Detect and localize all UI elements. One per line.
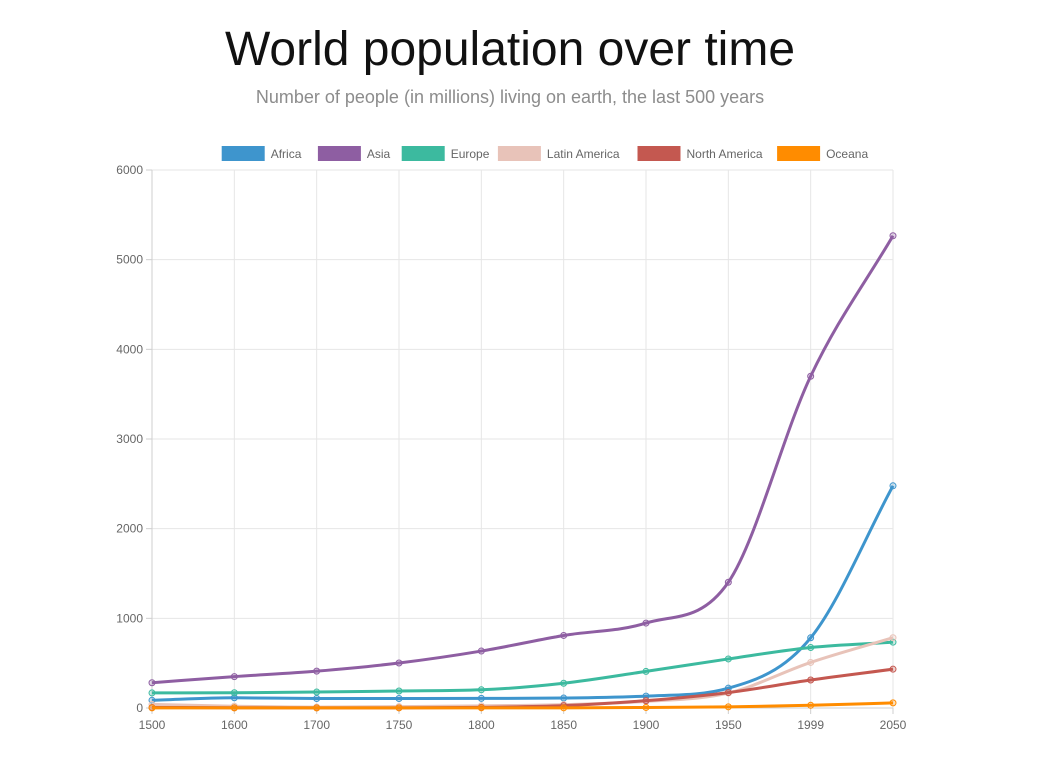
x-tick-label: 1750	[386, 718, 413, 732]
legend-swatch	[317, 146, 361, 161]
data-point-asia[interactable]	[642, 619, 650, 627]
data-point-africa[interactable]	[230, 694, 238, 702]
data-point-oceana[interactable]	[724, 703, 732, 711]
x-tick-label: 1999	[797, 718, 824, 732]
legend-item-north-america[interactable]: North America	[637, 146, 763, 161]
data-point-latin-america[interactable]	[807, 658, 815, 666]
y-tick-label: 0	[136, 701, 143, 715]
legend-swatch	[221, 146, 265, 161]
legend-label: Latin America	[547, 147, 620, 161]
data-point-asia[interactable]	[230, 673, 238, 681]
y-tick-label: 4000	[116, 342, 143, 356]
data-point-europe[interactable]	[313, 688, 321, 696]
data-point-asia[interactable]	[477, 647, 485, 655]
x-tick-label: 1850	[550, 718, 577, 732]
data-point-africa[interactable]	[807, 634, 815, 642]
data-point-latin-america[interactable]	[889, 634, 897, 642]
series-africa	[148, 482, 897, 704]
series-europe	[148, 638, 897, 697]
data-point-north-america[interactable]	[724, 689, 732, 697]
legend-swatch	[497, 146, 541, 161]
legend-label: Asia	[367, 147, 391, 161]
data-point-oceana[interactable]	[148, 704, 156, 712]
legend-swatch	[637, 146, 681, 161]
data-point-oceana[interactable]	[807, 701, 815, 709]
data-point-asia[interactable]	[889, 232, 897, 240]
data-point-oceana[interactable]	[889, 699, 897, 707]
series-asia	[148, 232, 897, 687]
data-point-oceana[interactable]	[477, 704, 485, 712]
legend-swatch	[777, 146, 821, 161]
data-point-africa[interactable]	[313, 694, 321, 702]
data-point-asia[interactable]	[724, 578, 732, 586]
chart-title: World population over time	[224, 23, 796, 76]
data-point-oceana[interactable]	[395, 704, 403, 712]
series-line-asia	[151, 234, 895, 685]
chart-subtitle: Number of people (in millions) living on…	[255, 87, 765, 107]
legend-label: Europe	[451, 147, 490, 161]
data-point-africa[interactable]	[560, 694, 568, 702]
grid	[151, 169, 894, 709]
data-point-europe[interactable]	[477, 686, 485, 694]
series-line-europe	[151, 640, 894, 695]
x-tick-label: 1700	[303, 718, 330, 732]
series-layer	[148, 232, 897, 712]
data-point-europe[interactable]	[807, 643, 815, 651]
legend[interactable]: Africa Asia Europe Latin America North Ameri…	[221, 146, 869, 161]
legend-label: North America	[687, 147, 763, 161]
data-point-europe[interactable]	[230, 689, 238, 697]
x-tick-label: 1950	[715, 718, 742, 732]
y-tick-label: 2000	[116, 522, 143, 536]
data-point-europe[interactable]	[724, 655, 732, 663]
y-tick-label: 1000	[116, 611, 143, 625]
y-tick-label: 3000	[116, 432, 143, 446]
data-point-asia[interactable]	[807, 372, 815, 380]
axes: 0 1000 2000 3000 4000 5000 6000 1500 1600 1700 175…	[116, 163, 906, 732]
data-point-africa[interactable]	[477, 694, 485, 702]
x-tick-label: 1900	[633, 718, 660, 732]
data-point-africa[interactable]	[889, 482, 897, 490]
data-point-europe[interactable]	[560, 679, 568, 687]
data-point-asia[interactable]	[313, 667, 321, 675]
legend-swatch	[401, 146, 445, 161]
legend-item-latin-america[interactable]: Latin America	[497, 146, 620, 161]
x-tick-label: 1600	[221, 718, 248, 732]
data-point-africa[interactable]	[395, 694, 403, 702]
y-tick-label: 5000	[116, 253, 143, 267]
series-line-oceana	[151, 701, 894, 710]
data-point-asia[interactable]	[148, 679, 156, 687]
data-point-europe[interactable]	[148, 689, 156, 697]
data-point-oceana[interactable]	[230, 704, 238, 712]
data-point-oceana[interactable]	[560, 704, 568, 712]
data-point-asia[interactable]	[560, 631, 568, 639]
series-line-africa	[151, 485, 895, 702]
legend-label: Oceana	[826, 147, 868, 161]
y-tick-label: 6000	[116, 163, 143, 177]
data-point-north-america[interactable]	[889, 665, 897, 673]
data-point-north-america[interactable]	[642, 697, 650, 705]
x-tick-label: 1500	[139, 718, 166, 732]
data-point-oceana[interactable]	[642, 703, 650, 711]
data-point-north-america[interactable]	[807, 676, 815, 684]
data-point-asia[interactable]	[395, 659, 403, 667]
data-point-europe[interactable]	[642, 667, 650, 675]
legend-item-asia[interactable]: Asia	[317, 146, 391, 161]
x-tick-label: 1800	[468, 718, 495, 732]
legend-item-africa[interactable]: Africa	[221, 146, 302, 161]
series-oceana	[148, 699, 897, 712]
data-point-europe[interactable]	[395, 687, 403, 695]
legend-label: Africa	[271, 147, 302, 161]
x-tick-label: 2050	[880, 718, 907, 732]
legend-item-oceana[interactable]: Oceana	[777, 146, 868, 161]
legend-item-europe[interactable]: Europe	[401, 146, 490, 161]
data-point-oceana[interactable]	[313, 704, 321, 712]
